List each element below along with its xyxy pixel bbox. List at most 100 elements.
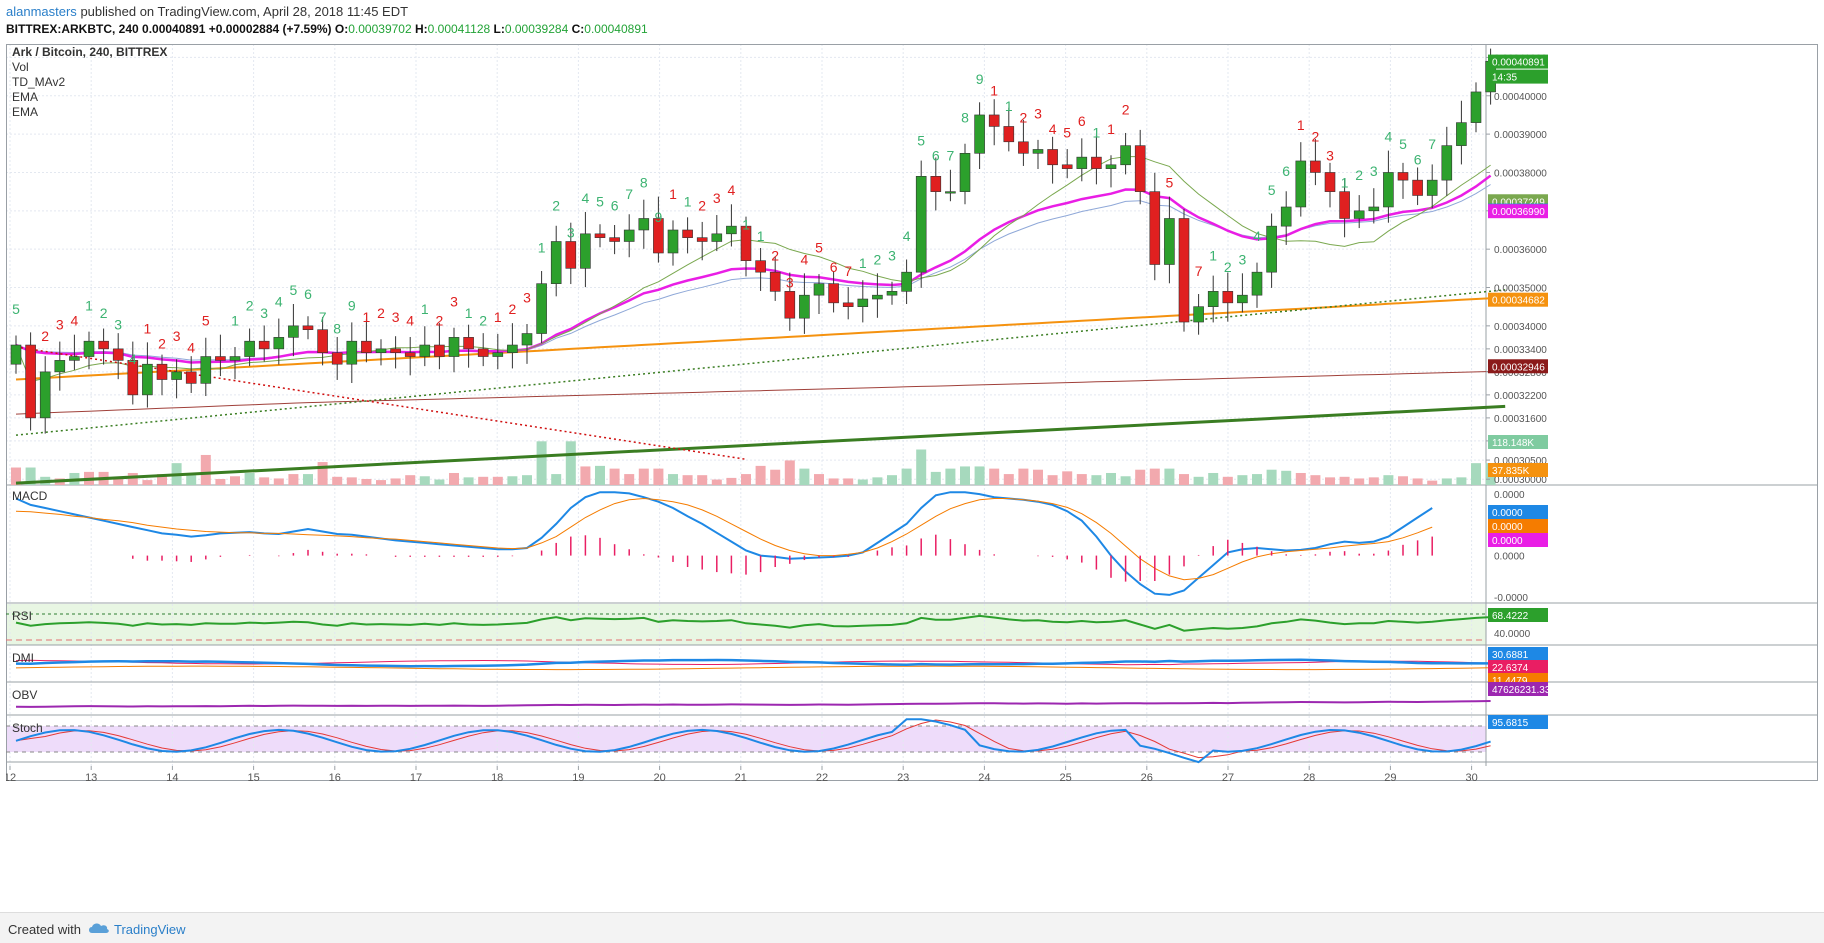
volume-bar [1222, 476, 1233, 485]
volume-bar [551, 474, 562, 485]
volume-bar [1441, 478, 1452, 485]
td-count-label: 4 [728, 182, 736, 198]
obv-panel-label: OBV [12, 688, 37, 702]
candle-up [492, 352, 504, 357]
candle-down [1310, 160, 1321, 173]
candle-down [112, 348, 124, 361]
volume-bar [1164, 468, 1175, 485]
dmi-plus-line [15, 658, 1491, 668]
candle-up [667, 229, 679, 254]
td-count-label: 2 [436, 313, 444, 329]
low-value: 0.00039284 [504, 22, 569, 36]
price-badge-text: 0.00034682 [1492, 296, 1545, 307]
candle-down [1091, 156, 1102, 169]
td-count-label: 1 [465, 305, 473, 321]
time-tick-label: 12 [6, 772, 16, 784]
price-badge [1488, 54, 1548, 69]
volume-bar [1135, 469, 1146, 485]
macd-axis-label: 0.0000 [1494, 552, 1525, 563]
price-tick-label: 0.00030000 [1494, 475, 1547, 486]
volume-bar [580, 466, 591, 485]
candle-down [1047, 149, 1058, 166]
volume-bar [405, 475, 416, 485]
td-count-label: 6 [830, 259, 838, 275]
volume-bar [1471, 463, 1481, 485]
volume-bar [1354, 478, 1365, 485]
candle-up [580, 233, 591, 269]
panel-badge [1488, 647, 1548, 661]
time-tick-label: 19 [572, 772, 584, 784]
td-count-label: 1 [494, 309, 502, 325]
candle-down [434, 344, 445, 357]
volume-bar [1179, 474, 1189, 485]
candle-down [1134, 145, 1146, 192]
candle-down [463, 337, 474, 350]
candle-up [375, 348, 387, 353]
candle-up [1032, 149, 1044, 154]
volume-bar [901, 468, 912, 485]
td-count-label: 9 [976, 71, 984, 87]
volume-bar [565, 441, 576, 485]
volume-bar [303, 474, 313, 485]
volume-bar [288, 474, 299, 485]
candle-up [915, 176, 927, 273]
td-count-label: 3 [713, 190, 721, 206]
candle-down [302, 325, 314, 330]
volume-bar [638, 468, 649, 485]
candle-up [945, 191, 956, 194]
td-count-label: 2 [1020, 109, 1028, 125]
panel-badge-text: 11.4479 [1492, 676, 1528, 687]
macd-signal-line [15, 497, 1433, 581]
volume-bar [478, 476, 489, 485]
volume-bar [857, 479, 868, 485]
td-count-label: 2 [1224, 259, 1232, 275]
volume-bar [799, 468, 810, 485]
candle-up [799, 294, 810, 319]
volume-bar [317, 462, 328, 485]
candle-down [755, 260, 766, 273]
candle-down [609, 237, 620, 242]
volume-bar [142, 480, 153, 485]
price-badge-text: 0.00037249 [1492, 197, 1545, 208]
volume-bar [536, 441, 547, 485]
price-tick-label: 0.00032200 [1494, 391, 1547, 402]
volume-bar [887, 475, 897, 485]
td-count-label: 8 [640, 175, 648, 191]
volume-bar [595, 465, 605, 485]
candle-up [1368, 206, 1380, 212]
price-tick-label: 0.00036000 [1494, 245, 1547, 256]
candle-down [1412, 179, 1423, 196]
symbol-label[interactable]: BITTREX:ARKBTC, 240 [6, 22, 139, 36]
candle-down [769, 271, 781, 292]
tradingview-cloud-icon[interactable] [88, 922, 110, 934]
macd-line [15, 491, 1433, 596]
open-value: 0.00039702 [348, 22, 412, 36]
volume-bar [945, 468, 956, 485]
stoch-k-line [15, 718, 1491, 764]
candle-up [200, 356, 212, 384]
volume-bar [492, 476, 503, 485]
price-badge [1488, 359, 1548, 374]
td-count-label: 2 [377, 305, 385, 321]
close-label: C: [571, 22, 585, 36]
td-count-label: 3 [450, 293, 458, 309]
rsi-axis-label: 40.0000 [1494, 629, 1531, 640]
candle-up [711, 233, 723, 242]
td-count-label: 5 [917, 132, 925, 148]
volume-bar [113, 478, 124, 485]
author-link[interactable]: alanmasters [6, 4, 77, 19]
indicator-label: TD_MAv2 [12, 75, 65, 89]
indicator-label: EMA [12, 105, 38, 119]
volume-bar [200, 454, 211, 485]
time-tick-label: 28 [1303, 772, 1315, 784]
candle-down [1178, 218, 1190, 323]
tradingview-brand[interactable]: TradingView [114, 922, 186, 937]
panel-badge-text: 30.6881 [1492, 650, 1529, 661]
candle-down [653, 218, 664, 254]
volume-bar [390, 478, 401, 485]
price-badge [1488, 69, 1548, 84]
td-count-label: 1 [742, 217, 750, 233]
chart-header: alanmasters published on TradingView.com… [0, 0, 1824, 44]
